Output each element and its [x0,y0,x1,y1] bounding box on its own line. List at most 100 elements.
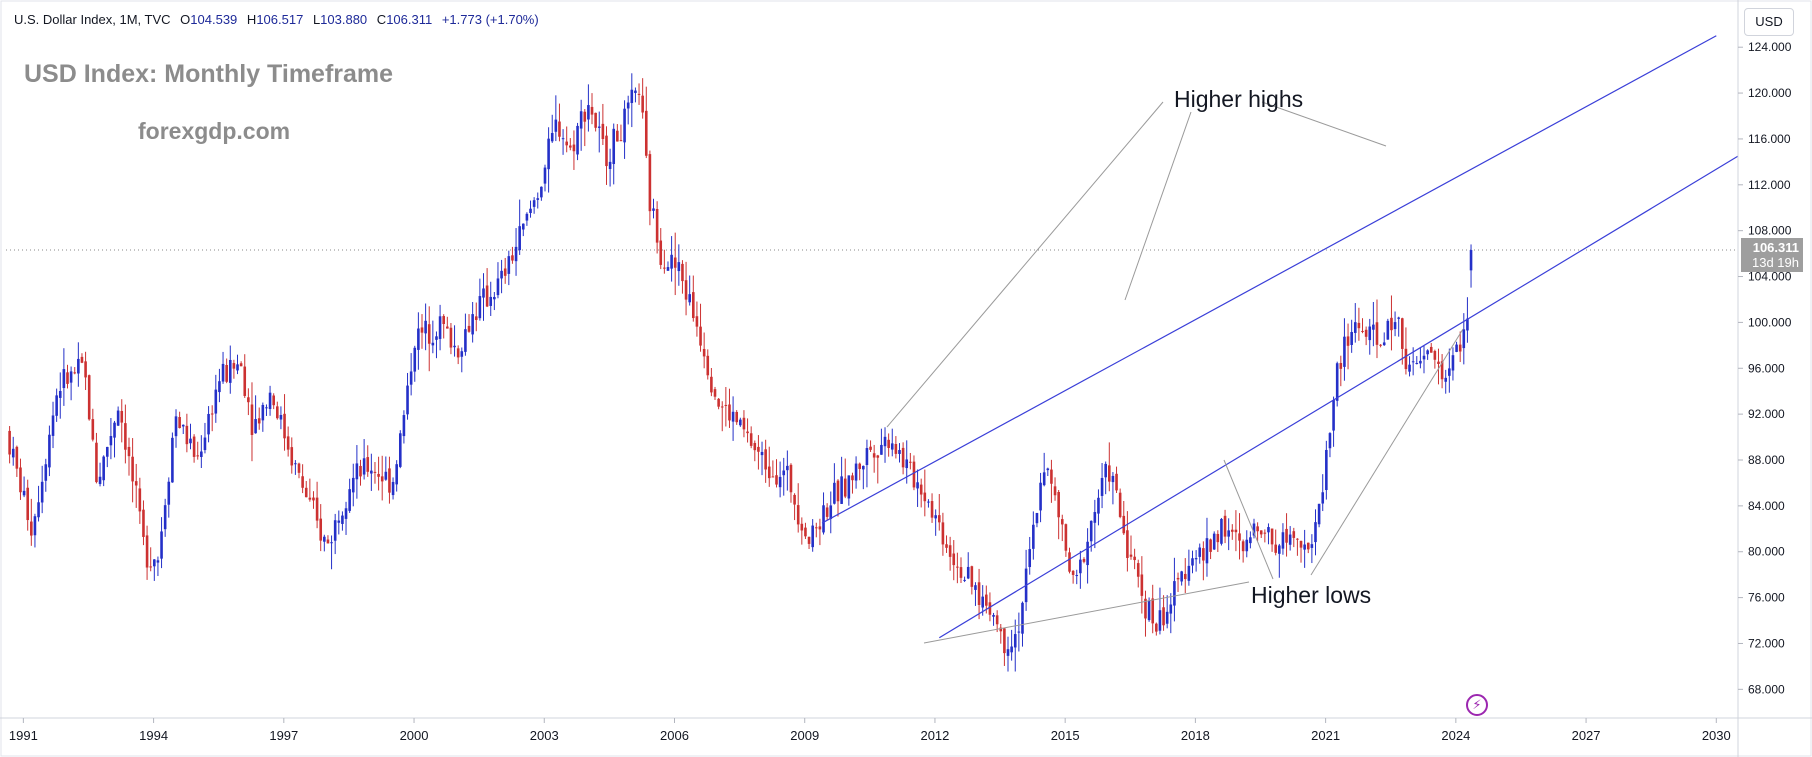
candle-body [811,525,814,548]
candle-body [308,497,312,500]
candle-body [833,482,836,504]
candle-body [634,90,637,93]
candle-body [804,527,807,537]
candle-body [1455,344,1458,352]
candle-body [851,475,854,481]
x-tick-label: 2018 [1181,728,1210,743]
candle-body [1292,531,1296,538]
candle-body [409,371,413,385]
candle-body [1429,346,1433,353]
candle-body [789,464,793,493]
candle-body [1039,482,1042,511]
candle-body [1209,539,1212,552]
x-tick-label: 2006 [660,728,689,743]
candle-body [1104,463,1107,478]
low-value: 103.880 [320,12,368,27]
candle-body [377,473,380,477]
currency-button[interactable]: USD [1744,8,1794,36]
upper-channel-line[interactable] [821,35,1717,524]
y-tick-label: 76.000 [1748,591,1785,605]
candle-body [1013,634,1017,648]
candle-body [840,476,843,504]
candle-body [757,446,760,452]
candle-body [58,390,62,398]
candle-body [1017,631,1021,633]
higher-lows-pointer [923,581,1250,644]
candle-body [956,566,959,568]
candle-body [1241,541,1245,552]
candle-body [529,208,532,214]
candle-body [178,417,181,429]
flash-icon[interactable]: ⚡ [1466,694,1488,716]
candle-body [985,594,988,606]
candle-body [1462,329,1466,349]
last-price-value: 106.311 [1752,240,1799,255]
candle-body [493,296,496,300]
candle-body [124,423,127,450]
candle-body [1111,475,1115,483]
candle-body [449,327,453,348]
candle-body [265,407,268,409]
higher-highs-pointer [1124,111,1192,301]
candle-body [941,522,945,545]
candle-body [272,395,275,406]
candle-body [1419,360,1422,364]
candle-body [33,516,37,536]
candle-body [1144,598,1147,619]
candle-body [268,392,272,409]
candle-body [890,443,894,450]
candle-body [417,328,420,350]
candle-body [919,484,923,495]
candle-body [746,431,749,434]
candle-body [69,371,73,383]
bar-countdown: 13d 19h [1752,255,1799,270]
candle-body [1346,336,1350,346]
candle-body [782,470,786,476]
candle-body [764,449,767,470]
candle-body [959,567,963,578]
candle-body [576,125,579,155]
higher-lows-annotation[interactable]: Higher lows [1251,582,1372,608]
lower-channel-line[interactable] [938,155,1739,639]
candle-body [1118,492,1122,517]
candle-body [1321,492,1325,504]
candle-body [77,358,80,374]
higher-highs-annotation[interactable]: Higher highs [1174,86,1304,112]
candle-body [1079,559,1082,574]
y-tick-label: 100.000 [1748,315,1792,329]
candle-body [569,145,572,148]
candle-body [239,363,243,367]
candle-body [116,410,120,426]
candle-body [1310,544,1314,548]
candle-body [1230,529,1234,532]
candle-body [37,502,40,518]
candle-body [323,536,326,542]
candle-body [413,347,417,372]
candle-body [1147,600,1151,621]
candle-body [84,361,87,378]
candle-body [807,536,811,544]
candle-body [695,316,699,327]
candle-body [243,366,247,396]
candle-body [1353,322,1357,333]
candle-body [471,314,474,335]
candle-body [1198,547,1202,557]
candle-body [1386,320,1390,340]
candle-body [909,461,912,463]
candle-body [174,416,178,437]
candle-body [113,422,116,438]
candle-body [1021,602,1024,634]
candle-body [185,425,189,445]
candle-body [1057,492,1060,518]
candle-body [167,481,171,505]
candle-body [1010,646,1013,653]
candle-body [1375,322,1379,345]
candle-body [616,130,619,142]
x-tick-label: 1997 [269,728,298,743]
candle-body [775,475,778,485]
candle-body [1379,344,1382,346]
candle-body [312,497,315,501]
trend-lines[interactable] [821,35,1739,644]
